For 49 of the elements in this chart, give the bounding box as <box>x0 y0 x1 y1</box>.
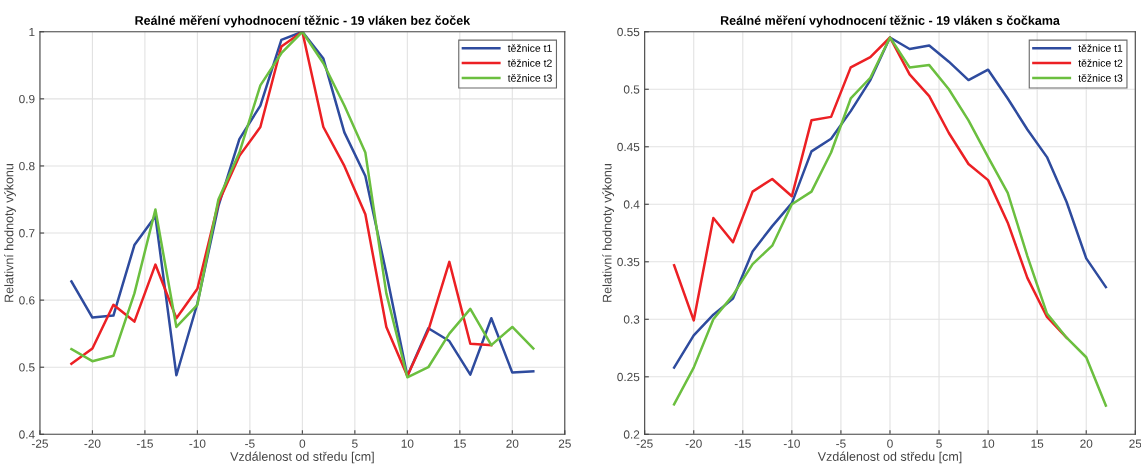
y-tick-label: 0.6 <box>19 296 35 305</box>
x-tick-label: -20 <box>84 439 101 448</box>
chart-title: Reálné měření vyhodnocení těžnic - 19 vláken s čočkama <box>720 15 1060 28</box>
legend-label: těžnice t3 <box>507 74 552 82</box>
x-tick-label: 15 <box>1031 439 1044 448</box>
x-tick-label: 20 <box>1080 439 1093 448</box>
x-tick-label: -15 <box>136 439 153 448</box>
chart-title: Reálné měření vyhodnocení těžnic - 19 vláken bez čoček <box>135 15 471 28</box>
y-tick-label: 0.5 <box>19 363 35 372</box>
x-tick-label: 0 <box>887 439 893 448</box>
y-tick-label: 0.2 <box>623 430 640 439</box>
y-axis-title: Relativní hodnoty výkonu <box>4 164 16 302</box>
y-tick-label: 0.8 <box>19 161 35 171</box>
x-tick-label: -5 <box>836 439 846 448</box>
x-axis-title: Vzdálenost od středu [cm] <box>230 451 374 464</box>
x-tick-label: -10 <box>189 439 206 448</box>
y-tick-label: 0.45 <box>617 142 640 152</box>
legend-label: těžnice t2 <box>507 59 552 67</box>
x-tick-label: -25 <box>636 439 653 448</box>
legend-label: těžnice t1 <box>1078 44 1123 52</box>
y-tick-label: 0.5 <box>623 85 640 94</box>
x-tick-label: -10 <box>783 439 800 448</box>
y-tick-label: 0.3 <box>623 315 640 324</box>
y-tick-label: 1 <box>29 27 35 37</box>
x-tick-label: 0 <box>299 439 306 448</box>
y-tick-label: 0.25 <box>617 372 640 382</box>
y-tick-label: 0.7 <box>19 229 35 238</box>
x-tick-label: -5 <box>245 439 255 448</box>
x-axis-title: Vzdálenost od středu [cm] <box>817 451 962 464</box>
legend-label: těžnice t2 <box>1078 59 1123 67</box>
y-tick-label: 0.55 <box>617 27 640 37</box>
x-tick-label: 5 <box>936 439 942 448</box>
x-tick-label: 15 <box>454 439 466 448</box>
x-tick-label: 20 <box>506 439 519 448</box>
x-tick-label: -20 <box>685 439 702 448</box>
y-tick-label: 0.4 <box>19 430 35 439</box>
x-tick-label: 25 <box>558 439 571 448</box>
x-tick-label: 10 <box>401 439 414 448</box>
y-axis-title: Relativní hodnoty výkonu <box>602 164 615 302</box>
x-tick-label: -15 <box>734 439 751 448</box>
x-tick-label: -25 <box>31 439 48 448</box>
legend-label: těžnice t3 <box>1078 74 1123 82</box>
x-tick-label: 25 <box>1129 439 1141 448</box>
y-tick-label: 0.9 <box>19 94 35 104</box>
legend-label: těžnice t1 <box>507 44 552 52</box>
x-tick-label: 10 <box>982 439 995 448</box>
y-tick-label: 0.4 <box>623 200 640 209</box>
y-tick-label: 0.35 <box>617 257 640 267</box>
x-tick-label: 5 <box>352 439 358 448</box>
